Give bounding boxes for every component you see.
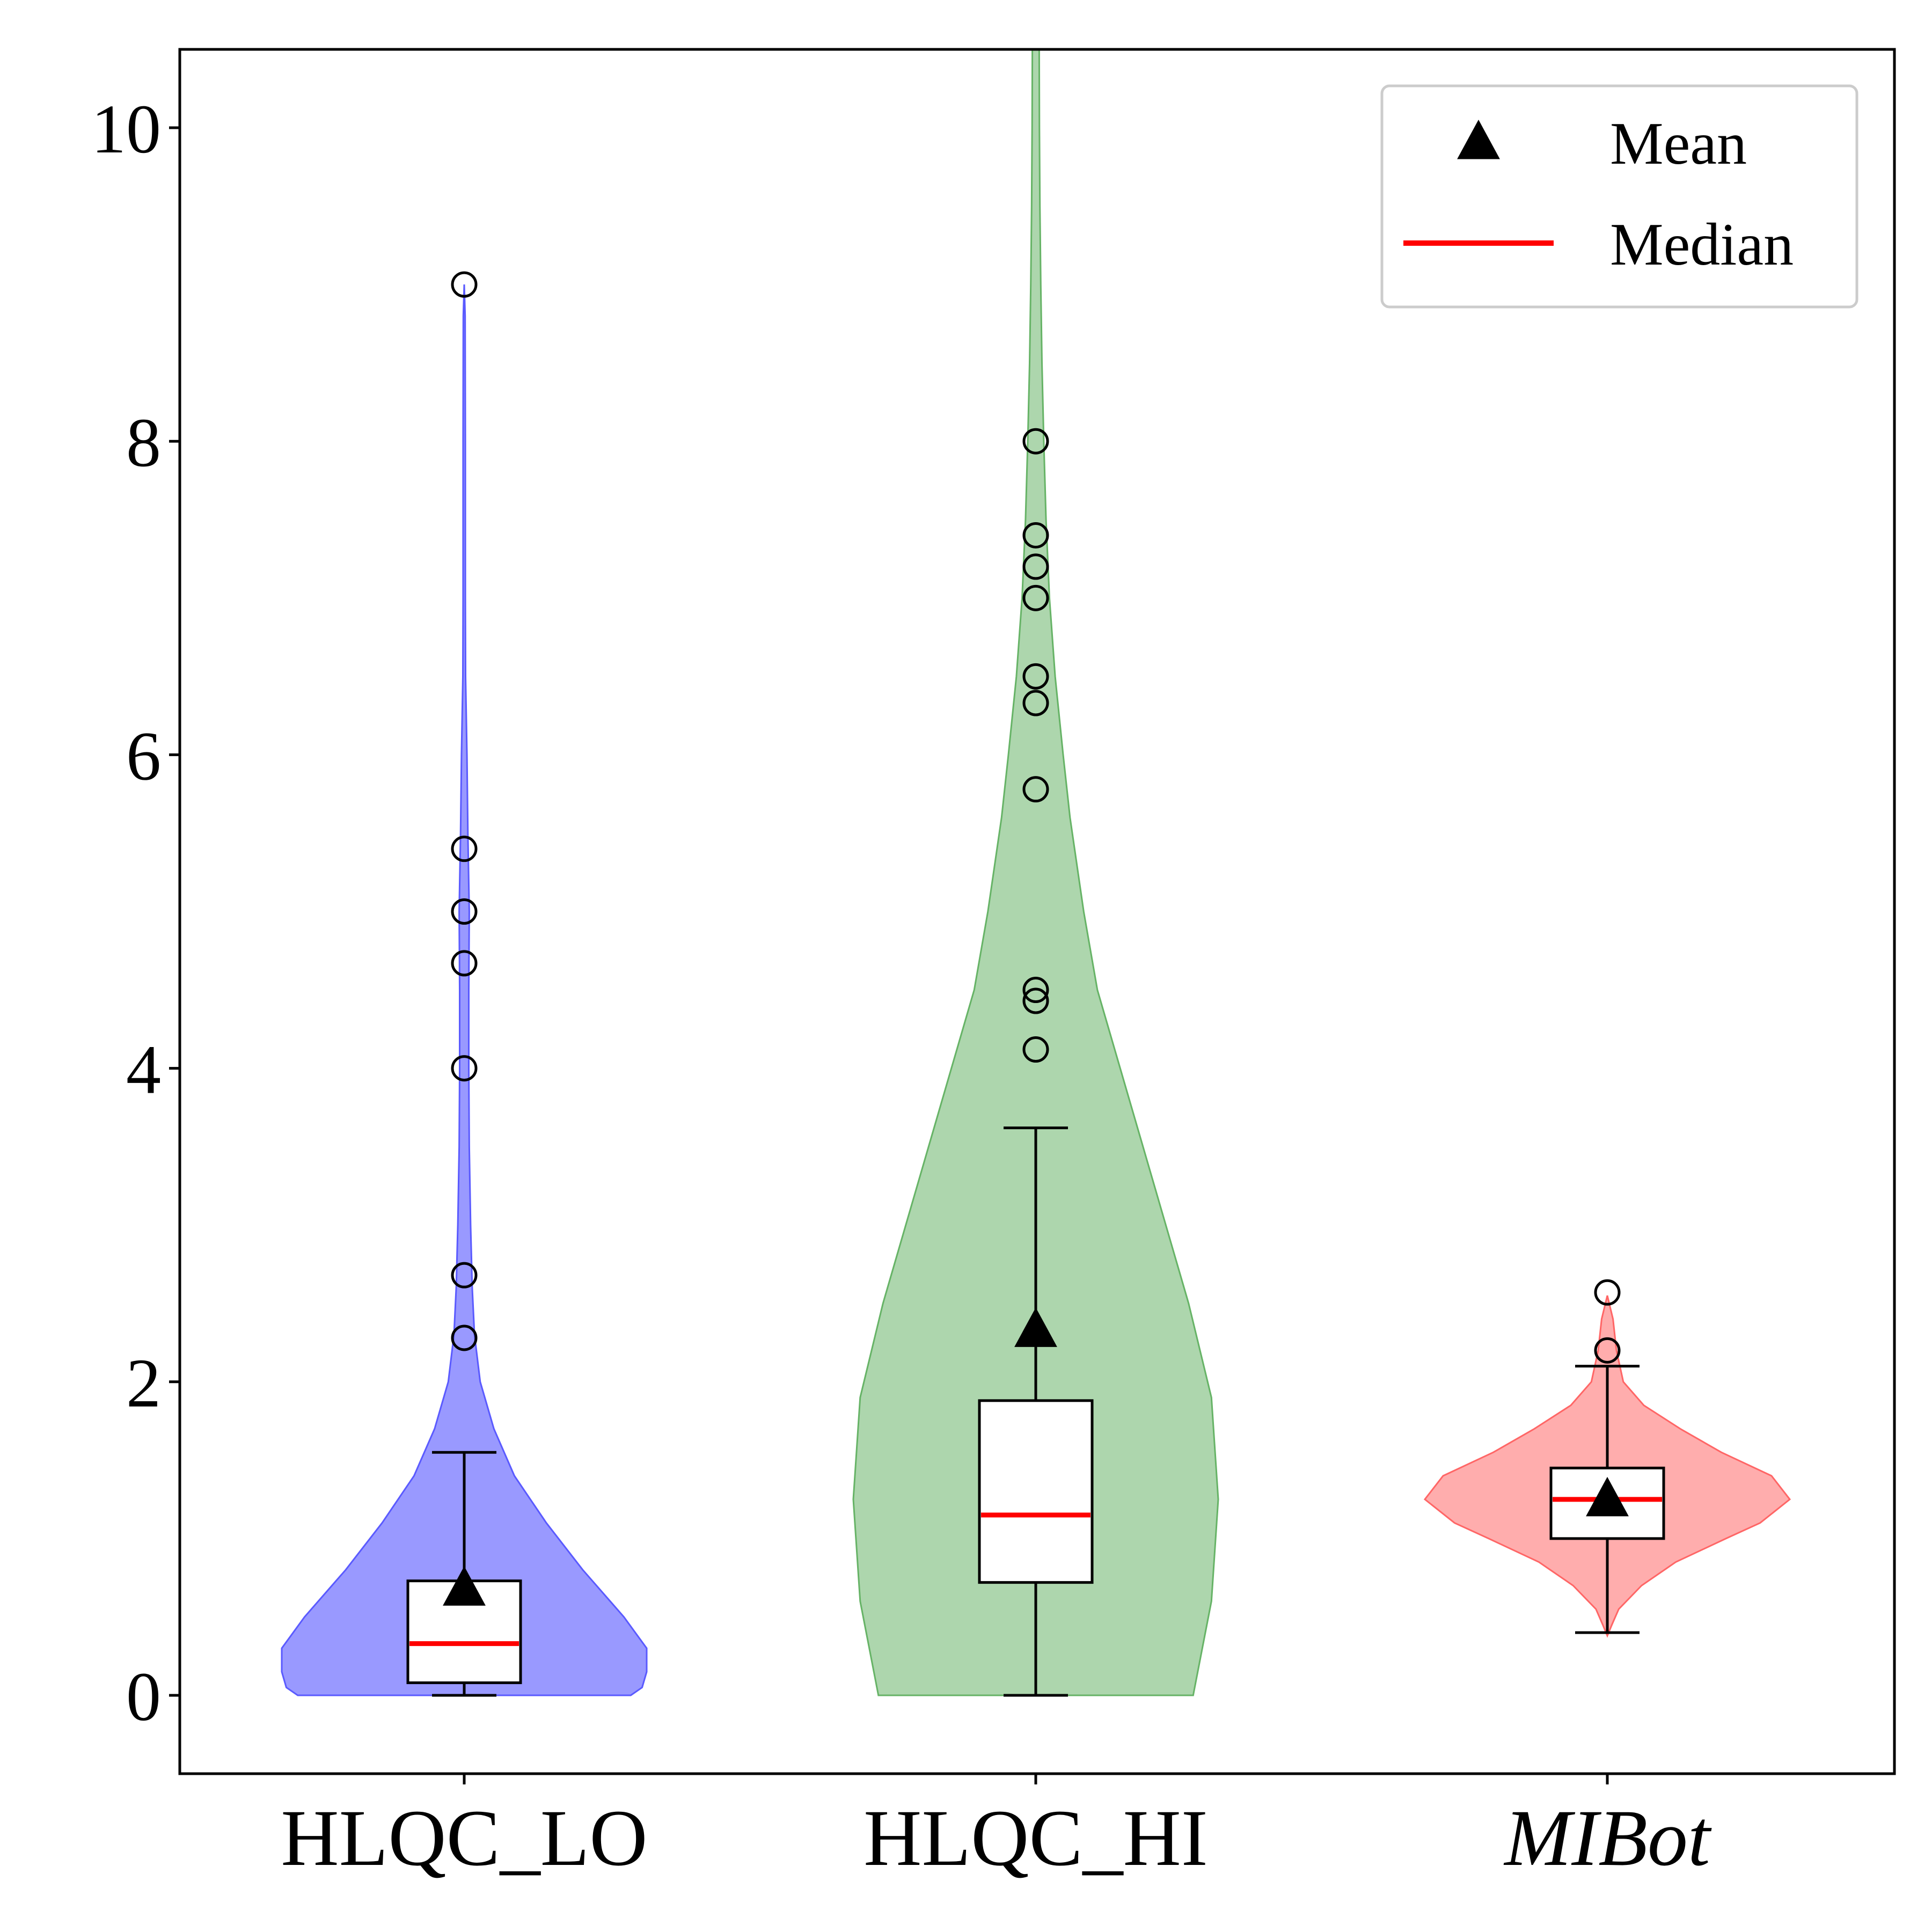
outliers-layer bbox=[451, 271, 1621, 1364]
legend-label: Median bbox=[1610, 211, 1794, 278]
y-tick-label: 4 bbox=[126, 1031, 161, 1109]
mean-marker bbox=[1586, 1476, 1629, 1517]
x-tick-label: HLQC_LO bbox=[281, 1794, 647, 1883]
outlier-point bbox=[1022, 522, 1049, 548]
means-layer bbox=[443, 1307, 1629, 1606]
y-tick-label: 10 bbox=[91, 91, 161, 168]
y-tick-label: 8 bbox=[126, 404, 161, 481]
mean-marker bbox=[1014, 1307, 1057, 1347]
outlier-point bbox=[451, 1055, 478, 1082]
outlier-point bbox=[1022, 776, 1049, 803]
outlier-point bbox=[451, 1324, 478, 1351]
outlier-point bbox=[1594, 1279, 1621, 1306]
outlier-point bbox=[1022, 977, 1049, 1004]
boxes-layer bbox=[406, 1126, 1665, 1697]
outlier-point bbox=[1022, 428, 1049, 455]
x-tick-label: MIBot bbox=[1503, 1794, 1712, 1883]
outlier-point bbox=[451, 950, 478, 977]
violin-hlqc-lo bbox=[281, 284, 648, 1696]
y-tick-label: 0 bbox=[126, 1658, 161, 1736]
outlier-point bbox=[1022, 584, 1049, 611]
legend-box bbox=[1380, 84, 1858, 309]
x-tick-label: HLQC_HI bbox=[863, 1794, 1208, 1883]
outlier-point bbox=[451, 898, 478, 925]
x-axis: HLQC_LO HLQC_HI MIBot bbox=[281, 1774, 1712, 1883]
outlier-point bbox=[1022, 987, 1049, 1014]
outlier-point bbox=[451, 271, 478, 298]
outlier-point bbox=[1022, 663, 1049, 690]
outlier-point bbox=[1022, 1036, 1049, 1063]
box-iqr bbox=[978, 1399, 1094, 1584]
y-tick-label: 2 bbox=[126, 1345, 161, 1422]
outlier-point bbox=[451, 1262, 478, 1289]
legend-label: Mean bbox=[1610, 111, 1747, 177]
legend: Mean Median bbox=[1380, 84, 1858, 309]
mean-marker bbox=[443, 1566, 486, 1606]
outlier-point bbox=[451, 836, 478, 862]
outlier-point bbox=[1022, 553, 1049, 580]
violin-hlqc-hi bbox=[852, 49, 1219, 1696]
y-tick-label: 6 bbox=[126, 718, 161, 795]
outlier-point bbox=[1022, 690, 1049, 716]
legend-mean-marker bbox=[1457, 120, 1500, 159]
y-axis: 0 2 4 6 8 10 bbox=[91, 91, 180, 1736]
outlier-point bbox=[1594, 1337, 1621, 1364]
